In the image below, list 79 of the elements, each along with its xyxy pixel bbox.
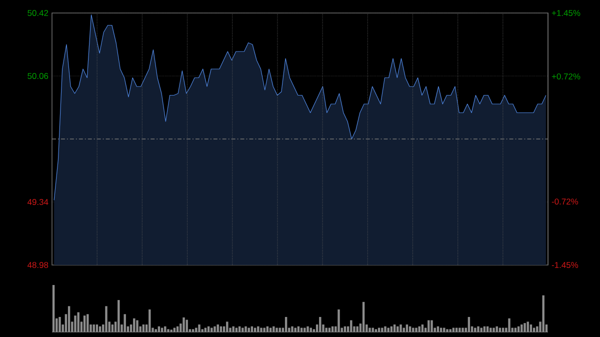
bar (350, 320, 352, 332)
bar (58, 316, 61, 332)
bar (216, 324, 219, 332)
bar (77, 312, 80, 332)
bar (443, 328, 446, 332)
bar (257, 326, 260, 332)
bar (396, 326, 399, 332)
bar (154, 329, 157, 332)
bar (74, 316, 76, 332)
bar (412, 328, 414, 332)
bar (111, 324, 114, 332)
bar (430, 320, 433, 332)
bar (83, 316, 86, 332)
bar (167, 329, 170, 332)
bar (406, 324, 408, 332)
bar (192, 329, 194, 332)
bar (52, 285, 55, 332)
bar (446, 329, 448, 332)
bar (374, 329, 378, 332)
bar (284, 316, 288, 332)
bar (272, 326, 275, 332)
bar (68, 306, 70, 332)
y-tick-label: 50.42 (28, 10, 48, 16)
bar (304, 328, 306, 332)
bar (142, 324, 145, 332)
bar (244, 326, 247, 332)
bar (474, 328, 476, 332)
bar (508, 318, 510, 332)
bar (105, 306, 108, 332)
bar (136, 320, 138, 332)
y2-tick-label: +1.45% (552, 10, 580, 16)
bar (118, 300, 120, 332)
bar (368, 328, 371, 332)
bar (198, 324, 200, 332)
bar (458, 328, 461, 332)
y-tick-label: 50.06 (28, 73, 48, 79)
bar (362, 302, 365, 332)
bar (226, 322, 228, 332)
bar (306, 326, 309, 332)
bar (468, 316, 470, 332)
bar (490, 328, 492, 332)
bar (393, 324, 396, 332)
y2-tick-label: -0.72% (552, 198, 578, 205)
bar (124, 314, 126, 332)
y2-tick-label: +0.72% (552, 73, 580, 80)
bar (526, 322, 529, 332)
bar (477, 326, 480, 332)
bar (148, 309, 151, 332)
y-tick-label: 49.34 (27, 199, 48, 205)
bar (242, 328, 244, 332)
bar (400, 324, 402, 332)
bar (291, 326, 294, 332)
bar (530, 324, 532, 332)
bar (276, 328, 278, 332)
bar (195, 328, 198, 332)
bar (164, 326, 166, 332)
bar (381, 328, 384, 332)
y2-tick-label: -1.45% (552, 262, 578, 268)
bar (86, 314, 89, 332)
bar (210, 328, 213, 332)
bar (462, 328, 464, 332)
bar (182, 317, 185, 332)
bar (260, 328, 262, 332)
bar (520, 324, 523, 332)
bar (449, 329, 452, 332)
bar (214, 326, 216, 332)
bar (384, 326, 386, 332)
bar (92, 324, 95, 332)
bar (338, 309, 340, 332)
bar (524, 323, 526, 332)
bar (133, 318, 136, 332)
bar (428, 320, 430, 332)
y-tick-label: 48.98 (27, 262, 48, 268)
bar (421, 324, 424, 332)
bar (492, 328, 495, 332)
bar (415, 328, 418, 332)
bar (96, 324, 98, 332)
bar (319, 316, 322, 332)
bar (542, 295, 544, 332)
